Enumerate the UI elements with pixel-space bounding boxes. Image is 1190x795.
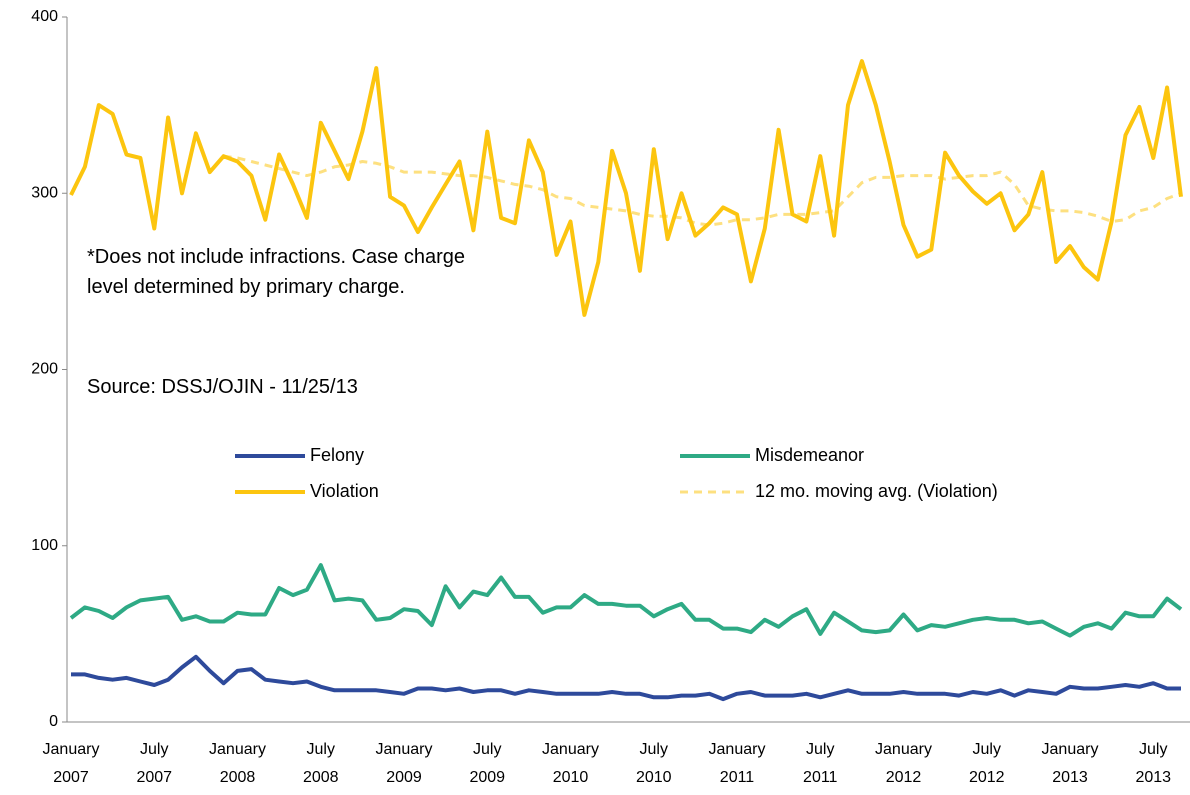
x-tick-label: July 2008 <box>303 741 339 786</box>
x-tick-label: July 2010 <box>636 741 672 786</box>
series-line <box>71 654 1181 702</box>
x-tick-label: July 2013 <box>1135 741 1171 786</box>
y-tick-label: 300 <box>31 184 58 201</box>
legend-label: Violation <box>310 481 379 501</box>
x-tick-label: January 2008 <box>209 741 266 786</box>
source-note: Source: DSSJ/OJIN - 11/25/13 <box>87 376 358 398</box>
x-tick-label: January 2009 <box>376 741 433 786</box>
legend-label: 12 mo. moving avg. (Violation) <box>755 481 998 501</box>
y-tick-label: 0 <box>49 713 58 730</box>
x-tick-label: January 2013 <box>1042 741 1099 786</box>
footnote: *Does not include infractions. Case char… <box>87 246 465 298</box>
legend-label: Misdemeanor <box>755 445 864 465</box>
y-tick-label: 400 <box>31 8 58 25</box>
series-line <box>69 563 1183 638</box>
series-line <box>69 59 1183 317</box>
x-tick-label: January 2011 <box>709 741 766 786</box>
series-line <box>223 154 1182 227</box>
x-tick-label: January 2012 <box>875 741 932 786</box>
x-tick-label: July 2007 <box>136 741 172 786</box>
x-tick-label: July 2009 <box>469 741 505 786</box>
y-tick-label: 100 <box>31 537 58 554</box>
x-tick-label: July 2012 <box>969 741 1005 786</box>
y-tick-label: 200 <box>31 361 58 378</box>
x-tick-label: July 2011 <box>803 741 838 786</box>
legend-label: Felony <box>310 445 364 465</box>
x-tick-label: January 2010 <box>542 741 599 786</box>
x-tick-label: January 2007 <box>43 741 100 786</box>
